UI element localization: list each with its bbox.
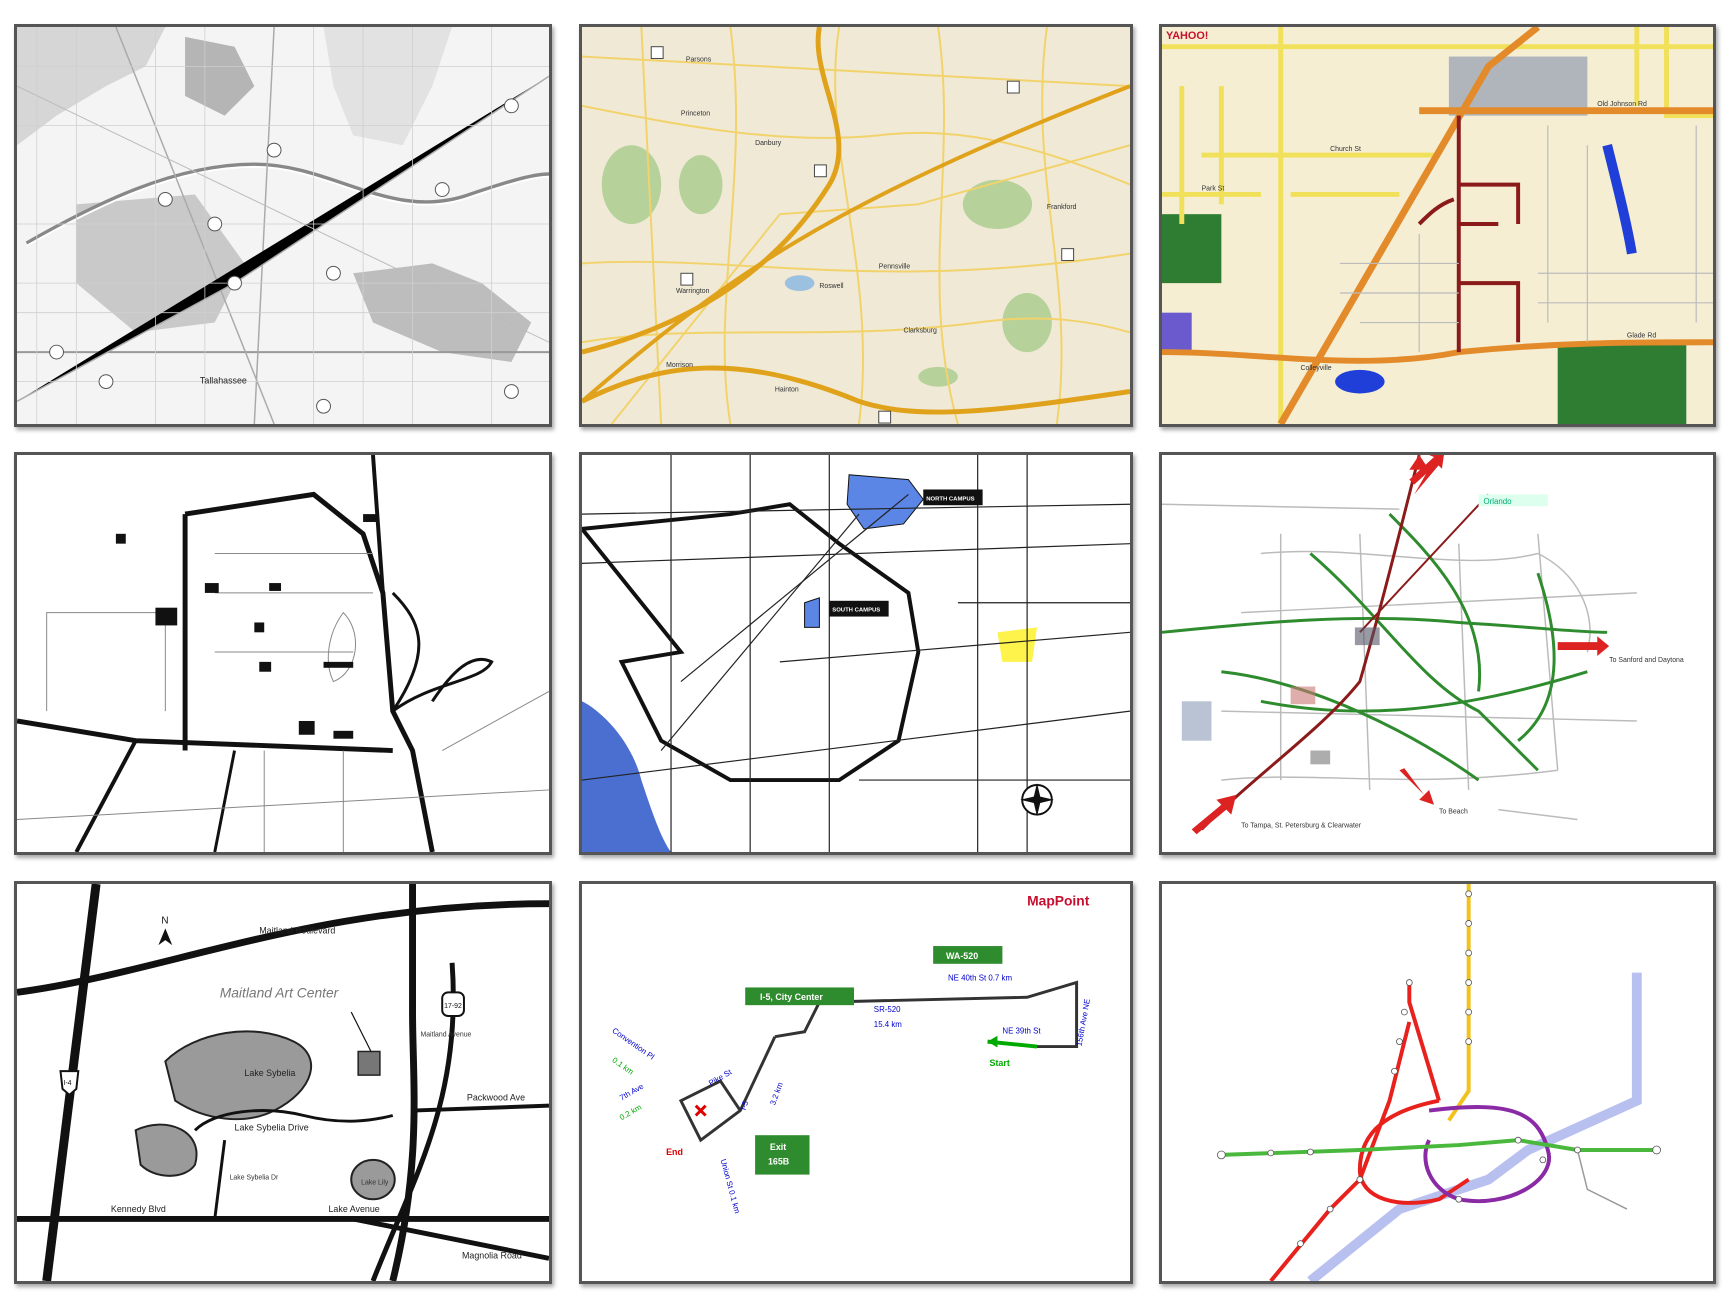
end-label: End: [666, 1147, 683, 1157]
city-label: Tallahassee: [200, 376, 247, 386]
arrow-east-icon: [1557, 636, 1610, 656]
town-label-clarksburg: Clarksburg: [903, 327, 937, 334]
svg-text:I-4: I-4: [63, 1080, 71, 1087]
town-label-hainton: Hainton: [775, 387, 799, 394]
kennedy-blvd-label: Kennedy Blvd: [111, 1204, 166, 1214]
orlando-label: Orlando: [1483, 497, 1512, 506]
map-mappoint-route: MapPoint WA-520 I-5, City Center SR-520 …: [582, 884, 1130, 1281]
map-panel-5[interactable]: NORTH CAMPUS SOUTH CAMPUS: [579, 452, 1133, 855]
lake-sybelia-label: Lake Sybelia: [244, 1068, 295, 1078]
map-panel-3[interactable]: YAHOO! Old Johnson Rd Glade Rd Church St…: [1159, 24, 1716, 427]
arrow-southeast-icon: [1399, 768, 1435, 805]
start-arrow-icon: [987, 1035, 998, 1048]
sr520-label: SR-520: [874, 1005, 901, 1014]
town-label-morrison: Morrison: [666, 362, 693, 369]
magnolia-road-label: Magnolia Road: [462, 1250, 522, 1260]
map-panel-8[interactable]: MapPoint WA-520 I-5, City Center SR-520 …: [579, 881, 1133, 1284]
svg-text:N: N: [161, 915, 168, 926]
to-sanford-label: To Sanford and Daytona: [1609, 657, 1684, 664]
map-panel-4[interactable]: [14, 452, 552, 855]
to-beach-label: To Beach: [1439, 809, 1468, 816]
lake-lily-label: Lake Lily: [361, 1179, 389, 1186]
north-arrow-icon: N: [158, 915, 173, 946]
town-label-warrington: Warrington: [676, 288, 710, 295]
town-label-parsons: Parsons: [686, 56, 712, 63]
map-panel-7[interactable]: N I-4 17-92 Maitland Art Center Lake Syb…: [14, 881, 552, 1284]
ne40th-label: NE 40th St 0.7 km: [948, 974, 1012, 983]
lake-sybelia-drive-label: Lake Sybelia Drive: [235, 1122, 309, 1132]
campus-markers: [829, 489, 983, 617]
compass-rose-icon: [1020, 783, 1054, 817]
town-label-frankford: Frankford: [1047, 204, 1077, 211]
road-glade: Glade Rd: [1627, 332, 1656, 339]
art-center-building-icon: [357, 1050, 381, 1076]
maitland-boulevard-label: Maitland Boulevard: [259, 925, 335, 935]
town-label-princeton: Princeton: [681, 111, 710, 118]
route-shield-icon: 17-92: [441, 991, 465, 1017]
map-road-yellow: Parsons Danbury Princeton Roswell Clarks…: [582, 27, 1130, 424]
map-panel-2[interactable]: Parsons Danbury Princeton Roswell Clarks…: [579, 24, 1133, 427]
exit-label: Exit: [770, 1142, 786, 1152]
lake-avenue-label: Lake Avenue: [328, 1204, 379, 1214]
mappoint-brand: MapPoint: [1027, 893, 1090, 909]
map-orlando-area: Orlando To Sanford and Daytona To Tampa,…: [1162, 455, 1713, 852]
north-campus-label: NORTH CAMPUS: [926, 496, 974, 502]
to-tampa-label: To Tampa, St. Petersburg & Clearwater: [1241, 822, 1362, 829]
art-center-title: Maitland Art Center: [220, 984, 340, 1000]
south-campus-label: SOUTH CAMPUS: [832, 608, 880, 614]
town-label-roswell: Roswell: [819, 283, 844, 290]
i5-short-label: I-5: [739, 1099, 751, 1111]
town-label-pennsville: Pennsville: [879, 263, 911, 270]
map-campus-roads: NORTH CAMPUS SOUTH CAMPUS: [582, 455, 1130, 852]
map-yahoo-streets: YAHOO! Old Johnson Rd Glade Rd Church St…: [1162, 27, 1713, 424]
sr520-distance: 15.4 km: [874, 1020, 903, 1029]
arrow-north-icon: [1409, 455, 1444, 485]
exit-number: 165B: [768, 1157, 789, 1167]
svg-text:17-92: 17-92: [444, 1003, 462, 1010]
road-park: Park St: [1202, 186, 1225, 193]
i5-city-center-label: I-5, City Center: [760, 992, 823, 1002]
map-campus-lines: [17, 455, 549, 852]
map-grayscale-city: Tallahassee: [17, 27, 549, 424]
maitland-avenue-label: Maitland Avenue: [420, 1032, 471, 1039]
map-panel-1[interactable]: Tallahassee: [14, 24, 552, 427]
map-metro-lines: [1162, 884, 1713, 1281]
area-colleyville: Colleyville: [1300, 365, 1331, 372]
interstate-shield-icon: I-4: [59, 1070, 80, 1097]
end-marker-icon: [694, 1104, 707, 1117]
packwood-ave-label: Packwood Ave: [467, 1093, 525, 1103]
map-panel-9[interactable]: [1159, 881, 1716, 1284]
map-panel-6[interactable]: Orlando To Sanford and Daytona To Tampa,…: [1159, 452, 1716, 855]
yahoo-brand: YAHOO!: [1166, 30, 1208, 42]
ne39th-label: NE 39th St: [1002, 1027, 1041, 1036]
town-label-danbury: Danbury: [755, 140, 782, 147]
map-maitland-art-center: N I-4 17-92 Maitland Art Center Lake Syb…: [17, 884, 549, 1281]
arrow-southwest-icon: [1191, 794, 1237, 835]
lake-sybelia-dr-label: Lake Sybelia Dr: [230, 1175, 279, 1182]
start-label: Start: [990, 1058, 1010, 1068]
road-church: Church St: [1330, 146, 1361, 153]
road-old-johnson: Old Johnson Rd: [1597, 101, 1647, 108]
wa520-label: WA-520: [946, 951, 978, 961]
